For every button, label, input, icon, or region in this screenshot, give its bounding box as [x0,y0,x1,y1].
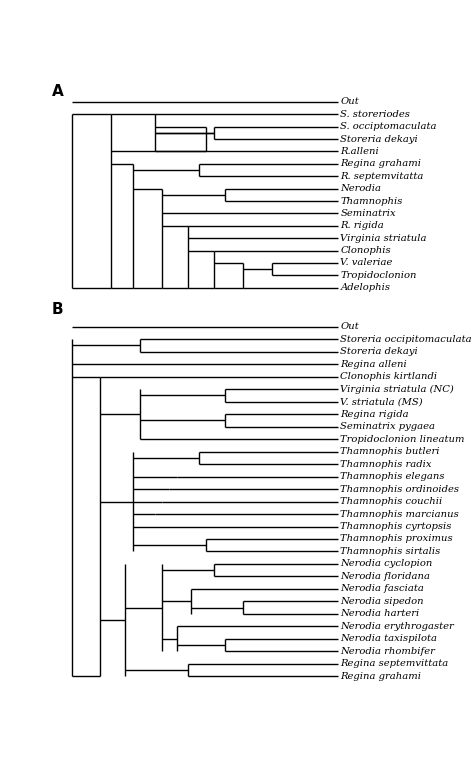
Text: Virginia striatula (NC): Virginia striatula (NC) [340,384,454,393]
Text: Nerodia taxispilota: Nerodia taxispilota [340,634,438,644]
Text: Thamnophis cyrtopsis: Thamnophis cyrtopsis [340,522,452,531]
Text: Clonophis: Clonophis [340,246,391,255]
Text: Clonophis kirtlandi: Clonophis kirtlandi [340,372,438,381]
Text: S. occiptomaculata: S. occiptomaculata [340,122,437,131]
Text: Storeria occipitomaculata: Storeria occipitomaculata [340,334,472,344]
Text: Storeria dekayi: Storeria dekayi [340,347,418,356]
Text: V. striatula (MS): V. striatula (MS) [340,397,423,406]
Text: Nerodia sipedon: Nerodia sipedon [340,597,424,606]
Text: Nerodia erythrogaster: Nerodia erythrogaster [340,622,454,631]
Text: Adelophis: Adelophis [340,283,390,292]
Text: Out: Out [340,97,359,107]
Text: Thamnophis sirtalis: Thamnophis sirtalis [340,547,440,556]
Text: R. rigida: R. rigida [340,222,384,230]
Text: Thamnophis marcianus: Thamnophis marcianus [340,509,459,518]
Text: Out: Out [340,322,359,331]
Text: Thamnophis ordinoides: Thamnophis ordinoides [340,485,459,493]
Text: Nerodia harteri: Nerodia harteri [340,610,419,618]
Text: Virginia striatula: Virginia striatula [340,234,427,242]
Text: V. valeriae: V. valeriae [340,258,392,268]
Text: Seminatrix: Seminatrix [340,209,396,218]
Text: Nerodia: Nerodia [340,184,381,193]
Text: B: B [52,302,64,317]
Text: Thamnophis radix: Thamnophis radix [340,459,432,469]
Text: Thamnophis proximus: Thamnophis proximus [340,535,453,544]
Text: Thamnophis butleri: Thamnophis butleri [340,447,440,456]
Text: Thamnophis: Thamnophis [340,196,402,206]
Text: R.alleni: R.alleni [340,147,379,156]
Text: Regina rigida: Regina rigida [340,410,409,419]
Text: Seminatrix pygaea: Seminatrix pygaea [340,422,435,431]
Text: Nerodia floridana: Nerodia floridana [340,572,430,581]
Text: Thamnophis couchii: Thamnophis couchii [340,497,443,506]
Text: Regina grahami: Regina grahami [340,672,421,681]
Text: Nerodia cyclopion: Nerodia cyclopion [340,559,433,568]
Text: Regina grahami: Regina grahami [340,160,421,169]
Text: Regina septemvittata: Regina septemvittata [340,660,448,668]
Text: Nerodia fasciata: Nerodia fasciata [340,584,424,594]
Text: Nerodia rhombifer: Nerodia rhombifer [340,647,435,656]
Text: Thamnophis elegans: Thamnophis elegans [340,472,445,481]
Text: Regina alleni: Regina alleni [340,360,407,369]
Text: S. storeriodes: S. storeriodes [340,110,410,119]
Text: Tropidoclonion: Tropidoclonion [340,271,417,280]
Text: Storeria dekayi: Storeria dekayi [340,135,418,143]
Text: R. septemvitatta: R. septemvitatta [340,172,424,181]
Text: A: A [52,84,64,99]
Text: Tropidoclonion lineatum: Tropidoclonion lineatum [340,435,465,443]
